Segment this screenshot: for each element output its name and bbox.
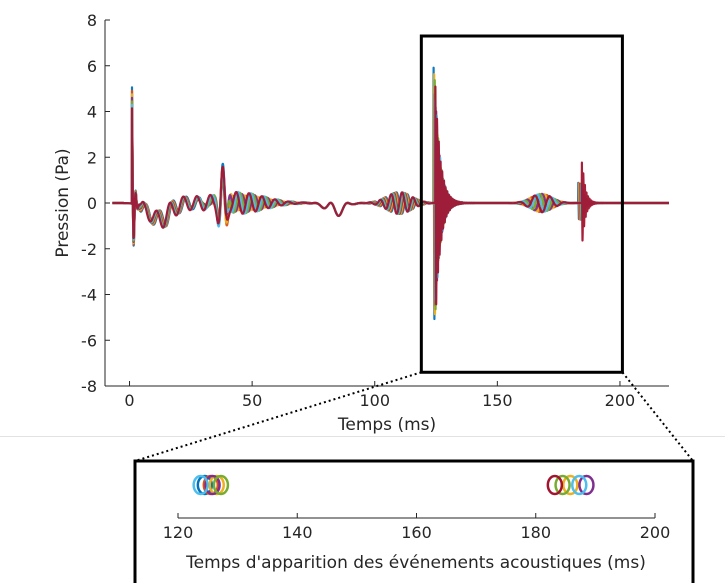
event-marker — [204, 474, 221, 496]
inset-x-ticks: 120 140 160 180 200 — [163, 513, 671, 542]
event-times-chart: 120 140 160 180 200 Temps d'apparition des é… — [133, 459, 695, 583]
x-ticks: 0 50 100 150 200 — [124, 381, 635, 410]
x-axis-label: Temps (ms) — [337, 415, 436, 435]
x-tick-label: 50 — [242, 391, 262, 410]
y-tick-label: -2 — [81, 240, 97, 259]
event-marker — [196, 474, 214, 496]
y-tick-label: 2 — [87, 148, 97, 167]
y-ticks: 8 6 4 2 0 -2 -4 -6 -8 — [81, 11, 110, 396]
inset-x-tick-label: 120 — [163, 523, 194, 542]
event-marker — [578, 474, 595, 496]
event-marker — [546, 474, 564, 496]
event-marker — [208, 474, 226, 496]
y-tick-label: 4 — [87, 103, 97, 122]
event-marker — [554, 474, 571, 496]
y-tick-label: 6 — [87, 57, 97, 76]
event-marker — [562, 474, 579, 496]
x-tick-label: 100 — [359, 391, 390, 410]
event-marker — [192, 474, 209, 496]
inset-x-axis-label: Temps d'apparition des événements acoust… — [185, 553, 646, 573]
inset-x-tick-label: 200 — [640, 523, 671, 542]
zoom-connector-right — [621, 371, 694, 462]
y-tick-label: 0 — [87, 194, 97, 213]
inset-x-tick-label: 160 — [401, 523, 432, 542]
zoom-highlight-box — [419, 34, 624, 374]
x-tick-label: 150 — [482, 391, 513, 410]
inset-x-tick-label: 180 — [520, 523, 551, 542]
event-markers — [192, 474, 595, 496]
x-tick-label: 200 — [605, 391, 636, 410]
y-tick-label: 8 — [87, 11, 97, 30]
y-tick-label: -8 — [81, 377, 97, 396]
pressure-series-group — [111, 66, 670, 321]
pressure-chart: 0 50 100 150 200 8 6 4 2 0 -2 -4 -6 -8 Temps (ms) Pr… — [53, 11, 670, 435]
y-tick-label: -6 — [81, 331, 97, 350]
event-marker — [212, 474, 230, 496]
pressure-trace — [111, 85, 670, 306]
y-tick-label: -4 — [81, 286, 97, 305]
event-marker — [571, 474, 588, 496]
x-tick-label: 0 — [124, 391, 134, 410]
inset-x-tick-label: 140 — [282, 523, 313, 542]
y-axis-label: Pression (Pa) — [53, 148, 73, 257]
